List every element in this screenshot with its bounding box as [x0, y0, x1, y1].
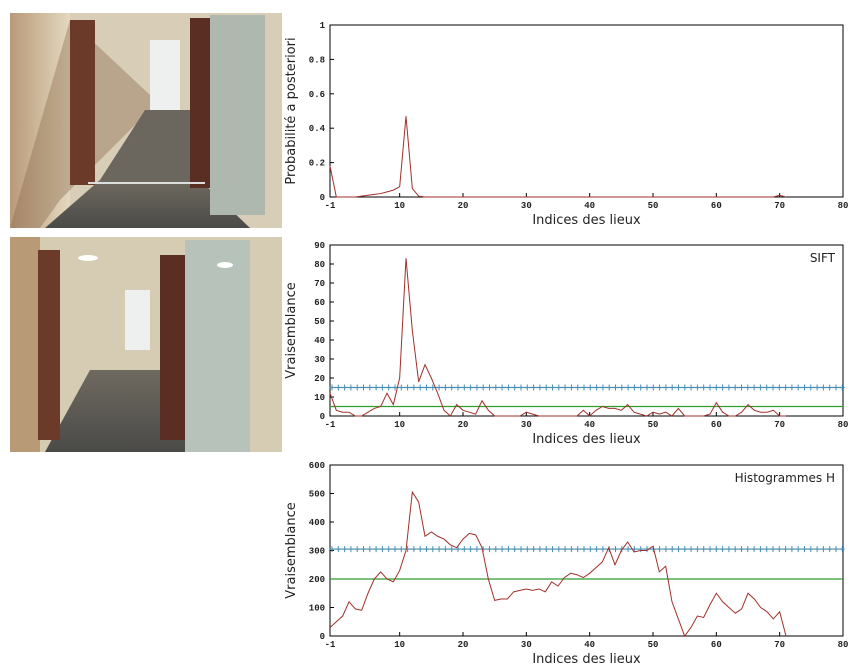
x-tick-label: 60: [711, 640, 722, 650]
annotation: SIFT: [810, 251, 836, 265]
x-axis-label: Indices des lieux: [532, 652, 641, 667]
y-tick-label: 10: [314, 393, 325, 403]
x-tick-label: 10: [394, 420, 405, 430]
x-tick-label: 50: [648, 420, 659, 430]
corridor-photo-1: [10, 13, 282, 228]
x-tick-label: -1: [325, 420, 336, 430]
y-tick-label: 500: [309, 490, 325, 500]
plot-frame: [329, 24, 844, 198]
x-tick-label: 20: [458, 420, 469, 430]
x-tick-label: 40: [584, 201, 595, 211]
x-axis-label: Indices des lieux: [532, 213, 641, 228]
y-tick-label: 90: [314, 241, 325, 251]
x-tick-label: 30: [521, 420, 532, 430]
threshold-markers: [329, 384, 845, 391]
y-tick-label: 200: [309, 575, 325, 585]
y-tick-label: 1: [320, 21, 326, 31]
y-tick-label: 30: [314, 355, 325, 365]
y-tick-label: 0.4: [309, 124, 326, 134]
x-tick-label: 80: [838, 640, 849, 650]
x-tick-label: 60: [711, 201, 722, 211]
y-tick-label: 60: [314, 298, 325, 308]
y-tick-label: 0: [320, 193, 325, 203]
x-tick-label: 80: [838, 420, 849, 430]
annotation: Histogrammes H: [735, 471, 835, 485]
x-tick-label: 10: [394, 201, 405, 211]
x-tick-label: 70: [774, 201, 785, 211]
data-line: [329, 258, 786, 417]
plot-frame: [329, 464, 844, 637]
x-tick-label: 30: [521, 640, 532, 650]
y-tick-label: 600: [309, 461, 325, 471]
data-line: [329, 490, 787, 638]
y-axis-label: Probabilité a posteriori: [284, 37, 299, 184]
y-tick-label: 80: [314, 260, 325, 270]
y-tick-label: 0.8: [309, 55, 325, 65]
y-tick-label: 0.2: [309, 159, 325, 169]
y-axis-label: Vraisemblance: [284, 282, 299, 378]
x-axis-label: Indices des lieux: [532, 432, 641, 447]
x-tick-label: 70: [774, 640, 785, 650]
y-tick-label: 0: [320, 412, 325, 422]
x-tick-label: 60: [711, 420, 722, 430]
y-tick-label: 300: [309, 547, 325, 557]
corridor-photo-2: [10, 237, 282, 452]
y-tick-label: 400: [309, 518, 325, 528]
x-tick-label: 50: [648, 640, 659, 650]
x-tick-label: 30: [521, 201, 532, 211]
x-tick-label: 20: [458, 201, 469, 211]
y-tick-label: 0: [320, 632, 325, 642]
x-tick-label: -1: [325, 201, 336, 211]
x-tick-label: 20: [458, 640, 469, 650]
data-line: [329, 116, 787, 198]
x-tick-label: 70: [774, 420, 785, 430]
y-tick-label: 20: [314, 374, 325, 384]
y-tick-label: 40: [314, 336, 325, 346]
threshold-markers: [329, 546, 845, 553]
y-tick-label: 100: [309, 604, 325, 614]
y-axis-label: Vraisemblance: [284, 502, 299, 598]
y-tick-label: 0.6: [309, 90, 325, 100]
x-tick-label: 10: [394, 640, 405, 650]
x-tick-label: -1: [325, 640, 336, 650]
x-tick-label: 80: [838, 201, 849, 211]
plot-frame: [329, 244, 844, 417]
x-tick-label: 50: [648, 201, 659, 211]
y-tick-label: 50: [314, 317, 325, 327]
x-tick-label: 40: [584, 640, 595, 650]
y-tick-label: 70: [314, 279, 325, 289]
x-tick-label: 40: [584, 420, 595, 430]
